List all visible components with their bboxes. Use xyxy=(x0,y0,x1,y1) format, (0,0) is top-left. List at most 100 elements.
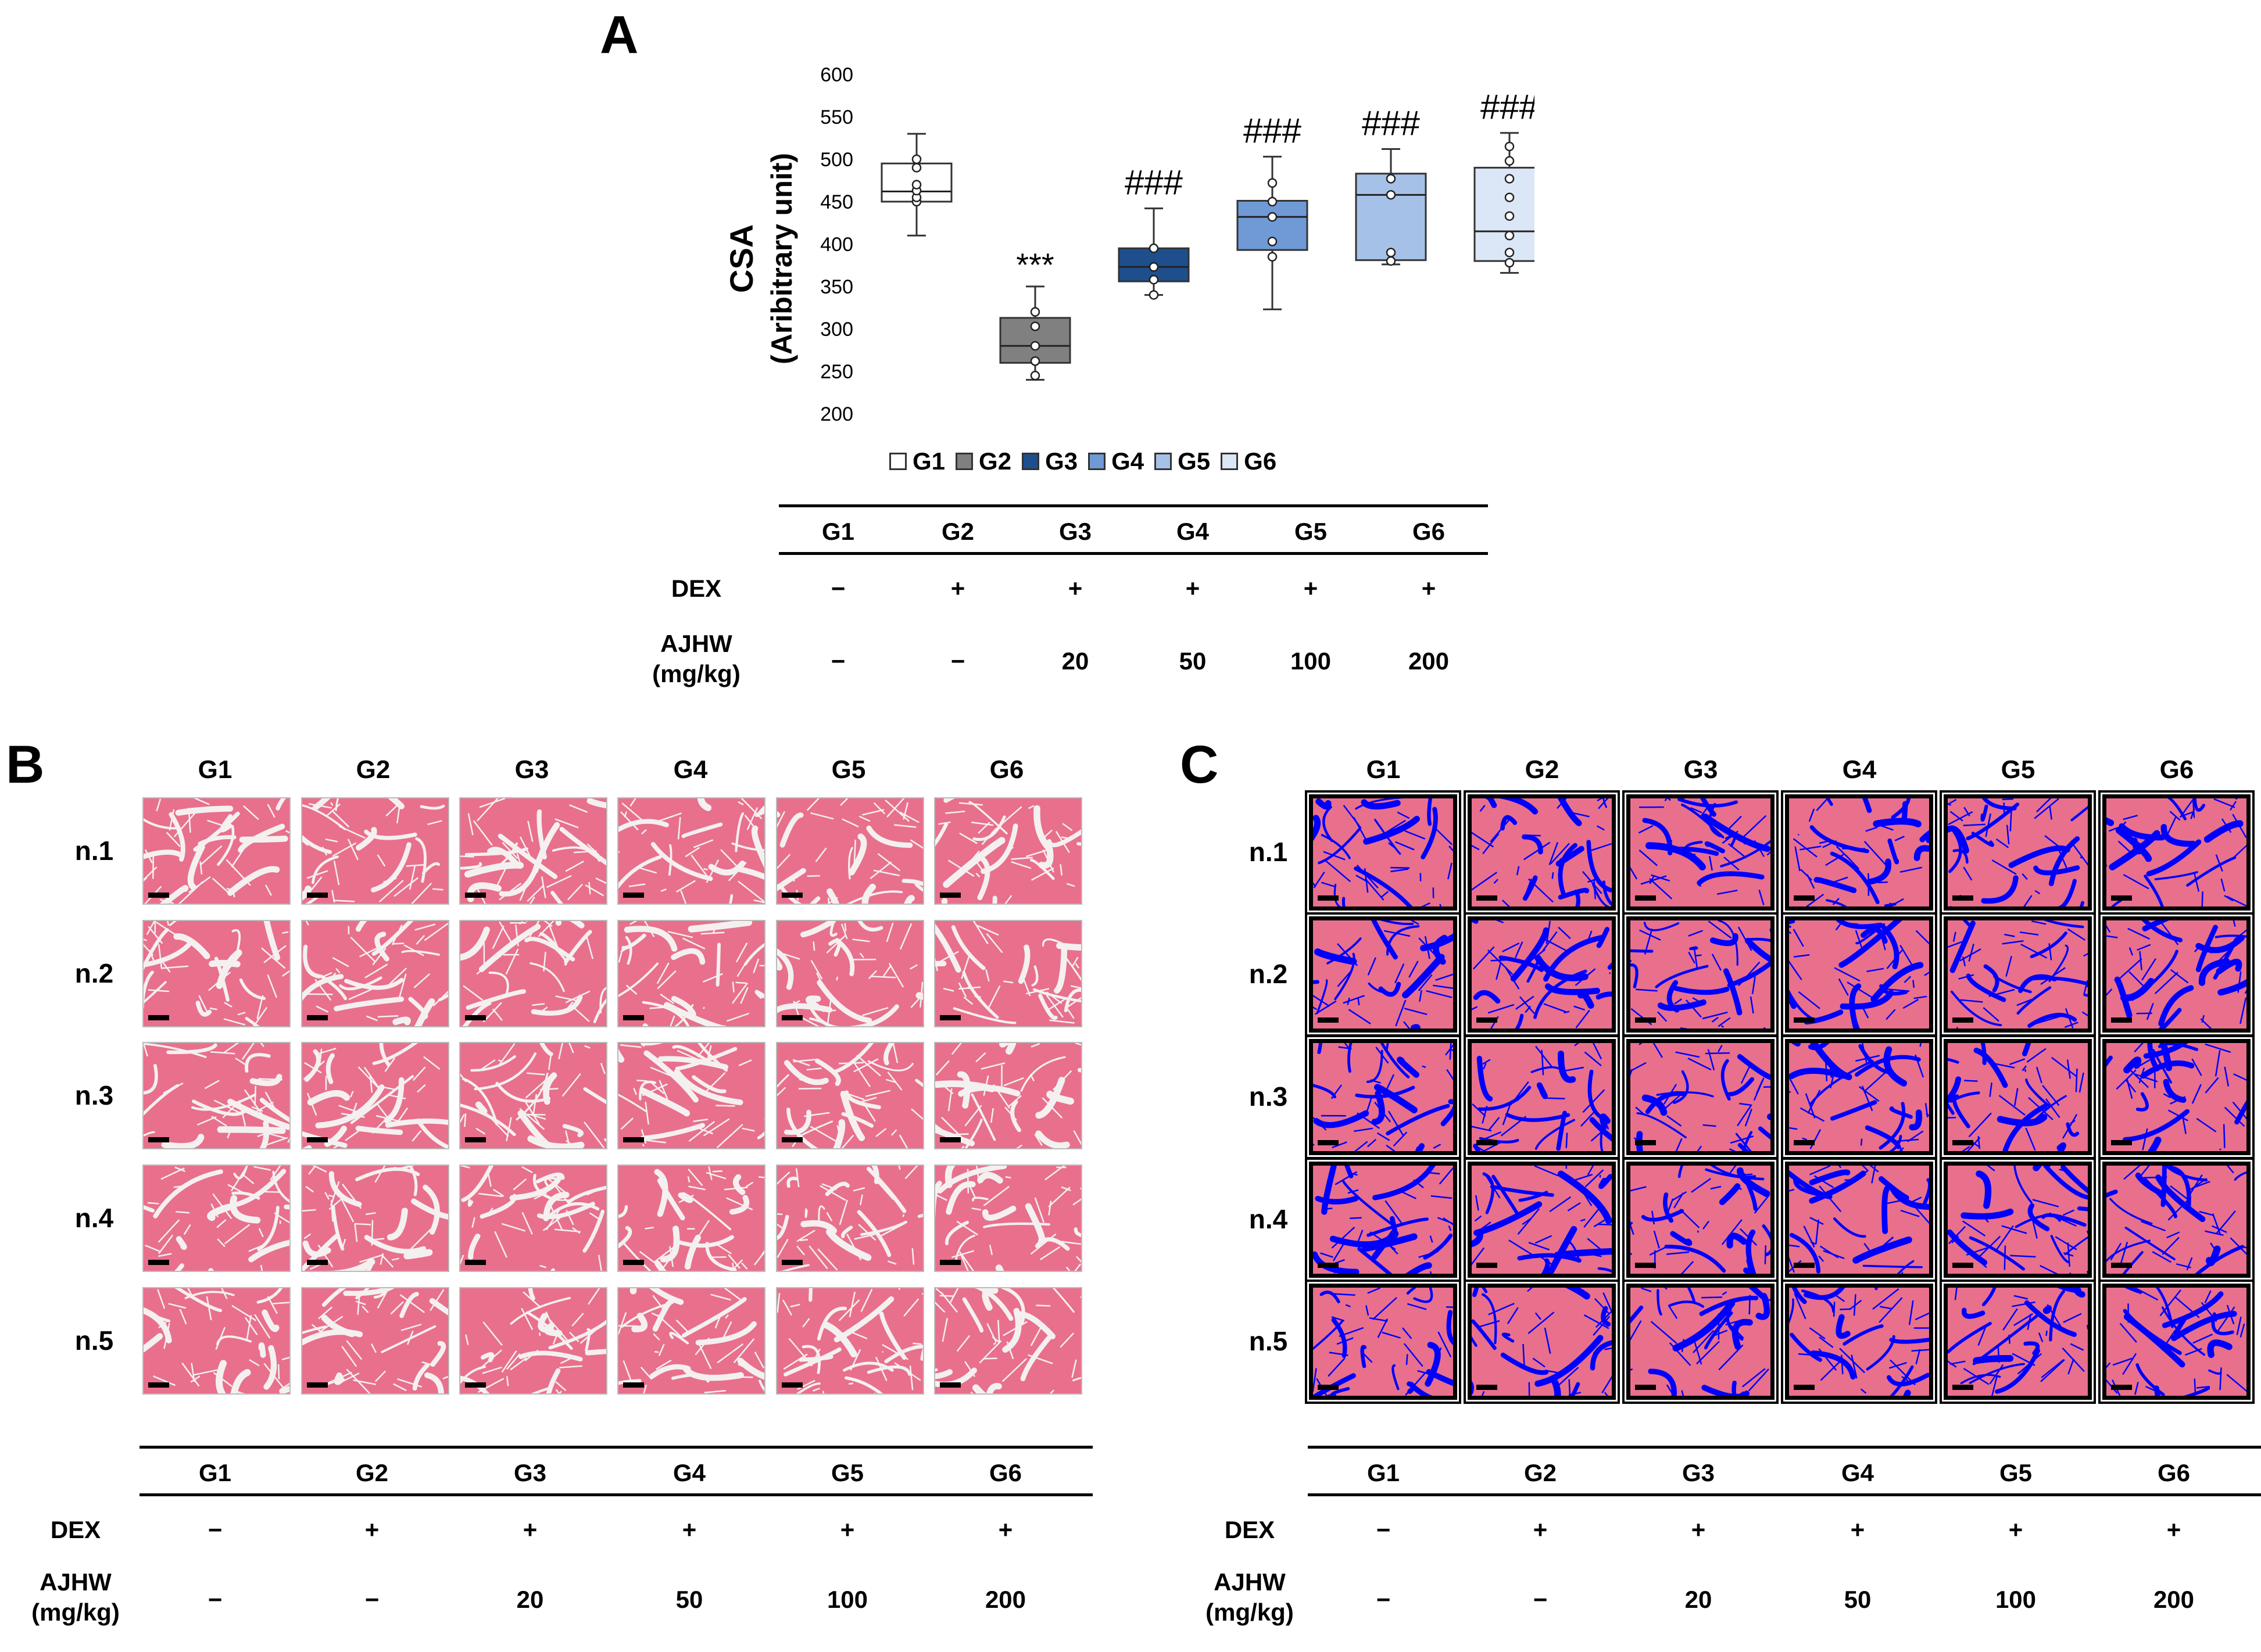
grid-row-label: n.4 xyxy=(74,1202,114,1233)
table-ajhw-value: 200 xyxy=(1408,647,1450,675)
table-ajhw-value: 50 xyxy=(1179,647,1207,675)
scale-bar xyxy=(465,893,486,898)
scale-bar xyxy=(623,893,644,898)
scale-bar xyxy=(465,1015,486,1020)
legend-label: G6 xyxy=(1244,447,1277,475)
table-dex-value: + xyxy=(1691,1516,1706,1543)
micrograph-tile xyxy=(617,1287,765,1395)
scale-bar xyxy=(1794,1385,1815,1390)
table-rule-header xyxy=(139,1493,1093,1496)
data-point xyxy=(1504,257,1515,268)
grid-column-label-g4: G4 xyxy=(1842,755,1877,784)
table-ajhw-value: − xyxy=(1533,1586,1548,1613)
table-header-g4: G4 xyxy=(1176,518,1210,545)
legend-swatch xyxy=(889,453,907,470)
table-dex-value: + xyxy=(523,1516,538,1543)
scale-bar xyxy=(465,1382,486,1388)
micrograph-tile xyxy=(934,797,1082,905)
micrograph-tile xyxy=(142,1164,291,1272)
micrograph-tile xyxy=(142,920,291,1027)
legend-swatch xyxy=(1088,453,1106,470)
micrograph-tile xyxy=(459,1287,607,1395)
table-ajhw-value: 20 xyxy=(1684,1586,1712,1613)
legend-label: G3 xyxy=(1045,447,1078,475)
table-ajhw-unit: (mg/kg) xyxy=(652,660,740,687)
micrograph-tile xyxy=(1940,790,2096,915)
micrograph-tile xyxy=(301,1287,449,1395)
micrograph-tile xyxy=(2098,912,2255,1037)
table-header-g1: G1 xyxy=(821,518,855,545)
scale-bar xyxy=(307,1260,328,1265)
grid-row-label: n.2 xyxy=(1248,959,1288,989)
data-point xyxy=(911,163,922,173)
treatment-table-b: G1 − − G2 + − G3 +20 G4 +50 G5 +100 G6 +200 DEX AJHW (mg… xyxy=(31,1446,1093,1643)
micrograph-tile xyxy=(1305,912,1461,1037)
table-dex-value: − xyxy=(1376,1516,1391,1543)
panel-c-letter: C xyxy=(1180,735,1219,794)
significance-annotation: ### xyxy=(1480,88,1534,127)
table-header-g2: G2 xyxy=(355,1459,389,1486)
grid-column-label-g3: G3 xyxy=(514,755,549,784)
scale-bar xyxy=(940,1260,961,1265)
grid-row-label: n.3 xyxy=(74,1080,114,1110)
box-g2: *** xyxy=(999,246,1071,381)
table-header-g5: G5 xyxy=(1294,518,1328,545)
table-dex-value: + xyxy=(1303,575,1318,602)
micrograph-tile xyxy=(1464,1158,1620,1282)
y-tick-label: 300 xyxy=(820,318,853,341)
table-ajhw-value: − xyxy=(950,647,965,675)
scale-bar xyxy=(148,1015,169,1020)
micrograph-tile xyxy=(934,1287,1082,1395)
data-point xyxy=(1386,190,1396,200)
table-ajhw-value: 100 xyxy=(1995,1586,2037,1613)
micrograph-tile xyxy=(459,797,607,905)
table-header-g1: G1 xyxy=(198,1459,232,1486)
table-ajhw-value: 50 xyxy=(675,1586,703,1613)
micrograph-tile xyxy=(2098,1158,2255,1282)
scale-bar xyxy=(148,1137,169,1142)
legend-label: G5 xyxy=(1178,447,1211,475)
table-dex-value: + xyxy=(682,1516,697,1543)
micrograph-tile xyxy=(459,1042,607,1149)
data-point xyxy=(1030,341,1040,351)
data-point xyxy=(1386,174,1396,184)
table-ajhw-value: − xyxy=(208,1586,223,1613)
micrograph-tile xyxy=(1464,790,1620,915)
micrograph-tile xyxy=(1940,1035,2096,1159)
legend-swatch xyxy=(1022,453,1040,470)
micrograph-tile xyxy=(1464,1035,1620,1159)
box-iqr xyxy=(1355,173,1427,261)
micrograph-tile xyxy=(1781,1280,1937,1404)
table-dex-value: − xyxy=(831,575,846,602)
micrograph-tile xyxy=(1940,1158,2096,1282)
data-point xyxy=(1504,248,1515,257)
micrograph-tile xyxy=(934,1042,1082,1149)
micrograph-tile xyxy=(1305,1035,1461,1159)
data-point xyxy=(1504,141,1515,152)
grid-column-label-g3: G3 xyxy=(1683,755,1718,784)
table-dex-value: + xyxy=(1421,575,1436,602)
micrograph-tile xyxy=(459,920,607,1027)
data-point xyxy=(1267,196,1278,207)
data-point xyxy=(1504,156,1515,166)
table-ajhw-unit: (mg/kg) xyxy=(1205,1599,1294,1626)
table-ajhw-value: 20 xyxy=(1061,647,1089,675)
data-point xyxy=(1030,356,1040,366)
scale-bar xyxy=(1635,1017,1656,1023)
table-dex-value: + xyxy=(840,1516,855,1543)
micrograph-tile xyxy=(1305,1158,1461,1282)
micrograph-tile xyxy=(1622,790,1779,915)
chart-legend: G1 G2 G3 G4 G5 G6 xyxy=(889,447,1412,480)
micrograph-tile xyxy=(1781,912,1937,1037)
scale-bar xyxy=(465,1137,486,1142)
data-point xyxy=(911,180,922,190)
legend-item-g4: G4 xyxy=(1088,447,1144,475)
table-dex-label: DEX xyxy=(1224,1516,1275,1543)
table-ajhw-value: 100 xyxy=(827,1586,868,1613)
micrograph-tile xyxy=(1464,1280,1620,1404)
micrograph-tile xyxy=(1781,1158,1937,1282)
scale-bar xyxy=(1794,1017,1815,1023)
scale-bar xyxy=(1476,1385,1497,1390)
micrograph-tile xyxy=(617,1164,765,1272)
scale-bar xyxy=(623,1015,644,1020)
